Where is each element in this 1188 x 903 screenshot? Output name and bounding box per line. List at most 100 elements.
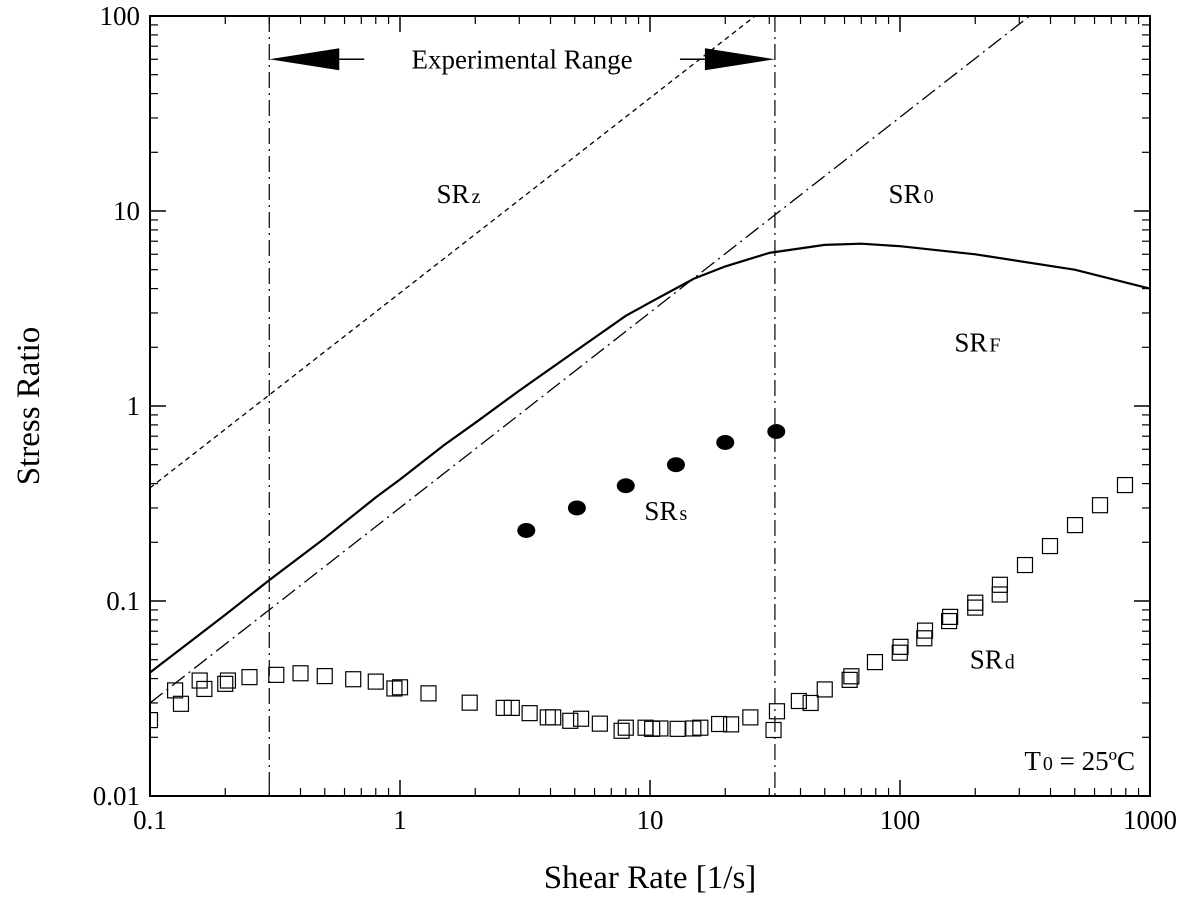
series-label-base: SR [644,496,677,526]
series-srd-point [790,692,807,710]
series-label-sub: 0 [924,186,934,208]
series-srs-point [716,434,735,450]
series-label-sub: F [989,335,1000,357]
series-srs-label: SR s [644,496,687,526]
series-srd-point [967,594,984,611]
series-srd-label: SR d [970,645,1015,675]
series-srd-point [591,715,608,732]
series-srd-point [841,671,858,688]
series-srd-point [967,599,984,616]
series-srd-point [316,667,333,685]
series-srd-point [652,720,669,737]
series-srf-label: SR F [954,328,1000,358]
y-axis-title: Stress Ratio [11,327,47,486]
x-axis-title: Shear Rate [1/s] [544,860,757,896]
x-tick-label: 100 [880,805,921,835]
series-srz-label: SR z [437,179,481,209]
series-srd-point [692,719,709,736]
series-srd-point [802,694,819,712]
series-sr0-label: SR 0 [889,179,934,209]
series-srd-point [637,719,654,736]
series-label-sub: z [472,186,481,208]
series-srd-point [892,638,909,655]
series-srd-point [420,685,437,702]
series-srd-point [503,699,520,717]
marker-layer [268,16,776,796]
x-tick-label: 1 [393,805,407,835]
series-srd-point [816,681,833,698]
y-tick-label: 10 [113,196,140,226]
series-srd-point [613,722,630,739]
series-srf-line [150,242,1150,674]
series-srd-point [545,709,562,726]
series-srs-point [666,457,685,473]
series-label-base: SR [889,179,922,209]
series-srd-point [391,679,409,696]
series-srd-point [1091,497,1109,514]
series-srd-point [1066,517,1084,534]
y-tick-label: 1 [127,391,141,421]
series-label-base: SR [437,179,470,209]
plot-frame [149,15,1151,797]
series-label-sub: d [1005,652,1015,674]
series-srd-point [768,703,786,720]
series-srd-point [722,716,740,733]
series-srd-point [891,644,908,661]
series-srd-point [1116,476,1134,494]
series-sr0-line [150,16,1031,704]
series-srz-line [150,16,757,489]
experimental-range-right-arrowhead [704,48,775,71]
series-srd-point [196,680,213,698]
series-srd-point [292,665,309,682]
temperature-label-sub: 0 [1043,753,1053,775]
x-tick-label: 0.1 [133,805,167,835]
series-srd-point [539,709,556,726]
series-srd-point [268,666,285,683]
series-srs-point [517,522,536,538]
series-srd-point [241,669,258,686]
series-srd-point [386,680,403,697]
series-srd-point [866,654,884,671]
temperature-label-rest: = 25ºC [1053,746,1135,776]
series-srd-point [219,672,237,689]
series-srd-point [1041,537,1059,555]
series-srd-point [644,720,661,737]
series-srd-point [217,675,234,692]
series-srd-point [617,719,634,736]
experimental-range-left-arrowhead [269,48,340,71]
series-srd-point [843,668,860,685]
series-label-base: SR [970,645,1003,675]
temperature-label-base: T [1024,746,1041,776]
y-tick-label: 0.01 [93,781,140,811]
series-layer [150,16,1150,739]
series-srs-point [767,423,786,439]
series-label-base: SR [954,328,987,358]
series-srd-point [991,586,1008,603]
series-srd-point [150,712,159,729]
series-srd-point [669,720,686,737]
series-srd-point [941,612,958,630]
series-srd-point [916,622,934,639]
x-tick-label: 1000 [1123,805,1177,835]
series-srs-point [616,478,635,494]
series-srd-point [562,712,579,729]
x-tick-label: 10 [637,805,664,835]
series-srd-point [521,705,538,722]
series-srd-point [166,682,184,699]
series-srd-point [942,608,959,625]
series-srd-point [572,710,590,727]
y-tick-label: 100 [100,1,141,31]
experimental-range-label: Experimental Range [412,44,633,74]
series-srs-point [567,500,586,516]
series-srd-point [711,715,728,733]
series-srd-point [742,709,759,726]
series-srd-point [461,694,478,711]
series-srd-point [172,695,190,712]
series-srd-point [345,671,362,688]
series-srd-point [1016,556,1034,574]
